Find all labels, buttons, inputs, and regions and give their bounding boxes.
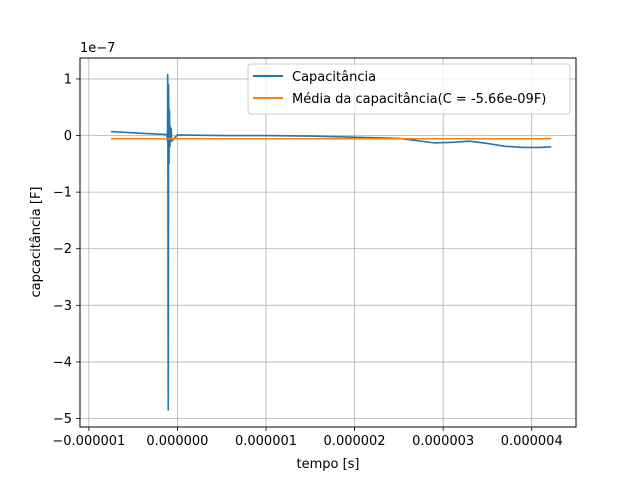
legend-label-capacitancia: Capacitância bbox=[292, 70, 376, 85]
y-tick-label: −4 bbox=[53, 355, 72, 370]
plot-series bbox=[110, 73, 552, 411]
legend: Capacitância Média da capacitância(C = -… bbox=[247, 63, 571, 115]
x-tick-label: −0.000001 bbox=[52, 434, 125, 449]
x-tick-label: 0.000001 bbox=[235, 434, 297, 449]
x-axis-ticks: −0.000001 0.000000 0.000001 0.000002 0.00000… bbox=[52, 427, 563, 449]
x-tick-label: 0.000004 bbox=[501, 434, 563, 449]
x-tick-label: 0.000003 bbox=[412, 434, 474, 449]
x-tick-label: 0.000002 bbox=[324, 434, 386, 449]
y-tick-label: −5 bbox=[53, 412, 72, 427]
y-tick-label: 1 bbox=[64, 72, 72, 87]
legend-label-media: Média da capacitância(C = -5.66e-09F) bbox=[292, 92, 546, 107]
y-offset-label: 1e−7 bbox=[80, 41, 115, 56]
series-line-capacitancia bbox=[110, 73, 552, 411]
y-tick-label: −2 bbox=[53, 242, 72, 257]
y-axis-label: capcacitância [F] bbox=[29, 186, 44, 297]
legend-box bbox=[247, 63, 571, 115]
x-axis-label: tempo [s] bbox=[296, 457, 359, 472]
y-axis-ticks: −5 −4 −3 −2 −1 0 1 bbox=[53, 72, 80, 427]
plot-area-frame bbox=[79, 57, 577, 428]
y-tick-label: −1 bbox=[53, 186, 72, 201]
x-tick-label: 0.000000 bbox=[146, 434, 208, 449]
y-tick-label: −3 bbox=[53, 299, 72, 314]
y-tick-label: 0 bbox=[64, 129, 72, 144]
